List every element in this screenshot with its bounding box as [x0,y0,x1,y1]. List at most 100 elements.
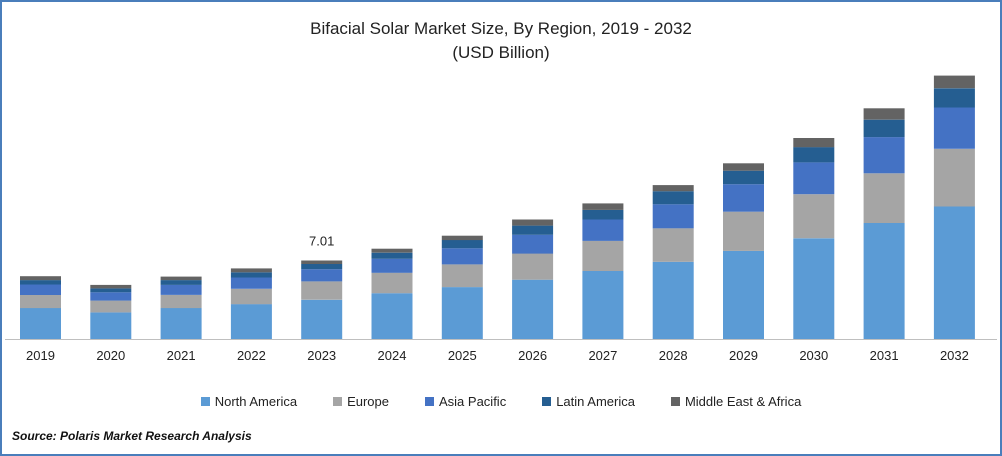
bar-segment-2025-middle-east-africa [441,235,483,241]
bar-segment-2021-europe [160,295,202,309]
legend-swatch [542,397,552,406]
bar-segment-2026-north-america [512,279,554,339]
bar-segment-2029-europe [723,211,764,251]
bar-segment-2030-middle-east-africa [793,138,835,148]
bar-segment-2027-asia-pacific [582,219,624,241]
bar-segment-2032-latin-america [933,88,975,108]
bar-segment-2032-middle-east-africa [933,75,975,89]
bar-segment-2019-asia-pacific [20,284,61,295]
bar-segment-2031-latin-america [863,119,905,138]
bar-segment-2024-europe [371,272,413,294]
bar-segment-2029-latin-america [723,170,764,185]
source-note: Source: Polaris Market Research Analysis [12,429,252,443]
bar-segment-2019-latin-america [20,280,61,285]
bar-segment-2020-north-america [90,312,132,339]
bar-segment-2031-middle-east-africa [863,108,905,120]
bar-segment-2029-asia-pacific [723,184,764,212]
bar-segment-2027-north-america [582,271,624,339]
bar-segment-2021-north-america [160,308,202,339]
bar-segment-2022-asia-pacific [230,277,272,289]
chart-subtitle: (USD Billion) [452,43,550,62]
bar-segment-2022-north-america [230,304,272,339]
bar-segment-2022-europe [230,288,272,305]
x-tick-label: 2024 [378,348,407,363]
bar-segment-2030-europe [793,194,835,239]
bar-segment-2028-north-america [652,261,694,339]
legend-swatch [333,397,343,406]
legend-label: Europe [347,394,389,409]
bar-segment-2027-europe [582,240,624,271]
bar-segment-2022-middle-east-africa [230,268,272,273]
bar-segment-2019-middle-east-africa [20,276,61,281]
chart-legend: North America Europe Asia Pacific Latin Ame… [0,394,1002,409]
bar-segment-2022-latin-america [230,272,272,278]
x-tick-label: 2027 [588,348,617,363]
legend-swatch [670,397,680,406]
bar-segment-2024-north-america [371,293,413,339]
bar-segment-2025-latin-america [441,240,483,249]
x-tick-label: 2030 [799,348,828,363]
x-tick-label: 2032 [940,348,969,363]
legend-label: Asia Pacific [439,394,507,409]
bar-segment-2028-asia-pacific [652,204,694,229]
data-label-2023: 7.01 [309,234,334,249]
x-tick-label: 2022 [237,348,266,363]
bar-segment-2021-latin-america [160,280,202,285]
bar-segment-2028-europe [652,228,694,262]
legend-swatch [200,397,210,406]
legend-label: Middle East & Africa [684,394,802,409]
bar-segment-2023-middle-east-africa [301,260,343,264]
bar-segment-2019-europe [20,295,61,309]
bar-segment-2032-asia-pacific [933,107,975,149]
x-tick-label: 2028 [659,348,688,363]
bar-segment-2025-north-america [441,287,483,339]
bar-segment-2030-latin-america [793,147,835,163]
bar-segment-2024-asia-pacific [371,258,413,273]
bar-segment-2020-asia-pacific [90,292,132,301]
x-tick-label: 2031 [870,348,899,363]
bar-segment-2024-middle-east-africa [371,248,413,253]
bar-segment-2019-north-america [20,308,61,339]
bar-segment-2023-europe [301,281,343,300]
bar-segment-2030-asia-pacific [793,162,835,195]
legend-item-latin-america: Latin America [542,394,635,409]
legend-swatch [425,397,434,406]
bar-segment-2029-middle-east-africa [723,163,764,171]
legend-label: Latin America [556,394,635,409]
bar-segment-2020-middle-east-africa [90,284,132,289]
x-tick-label: 2019 [26,348,55,363]
bar-segment-2024-latin-america [371,252,413,259]
bar-segment-2025-asia-pacific [441,248,483,265]
bar-segment-2023-asia-pacific [301,269,343,282]
bar-segment-2026-latin-america [512,225,554,235]
bar-segment-2020-europe [90,300,132,313]
x-tick-label: 2029 [729,348,758,363]
bar-segment-2030-north-america [793,238,835,339]
bar-segment-2023-latin-america [301,264,343,270]
bar-segment-2026-asia-pacific [512,234,554,254]
bar-segment-2029-north-america [723,250,764,339]
legend-item-asia-pacific: Asia Pacific [425,394,506,409]
legend-label: North America [214,394,298,409]
bar-segment-2032-north-america [933,206,975,339]
bar-segment-2025-europe [441,264,483,288]
bar-segment-2021-middle-east-africa [160,276,202,281]
bar-segment-2027-latin-america [582,209,624,220]
bar-segment-2032-europe [933,148,975,207]
bar-segment-2026-middle-east-africa [512,219,554,226]
x-tick-label: 2020 [96,348,125,363]
bar-segment-2028-middle-east-africa [652,185,694,192]
bar-segment-2031-asia-pacific [863,137,905,174]
bar-segment-2026-europe [512,253,554,280]
x-tick-label: 2021 [167,348,196,363]
legend-item-north-america: North America [200,394,298,409]
bar-segment-2028-latin-america [652,191,694,205]
bar-segment-2023-north-america [301,299,343,339]
legend-item-europe: Europe [333,394,389,409]
x-tick-label: 2026 [518,348,547,363]
bar-segment-2031-north-america [863,223,905,339]
chart-title: Bifacial Solar Market Size, By Region, 2… [310,19,692,38]
x-tick-label: 2025 [448,348,477,363]
bar-segment-2031-europe [863,173,905,223]
